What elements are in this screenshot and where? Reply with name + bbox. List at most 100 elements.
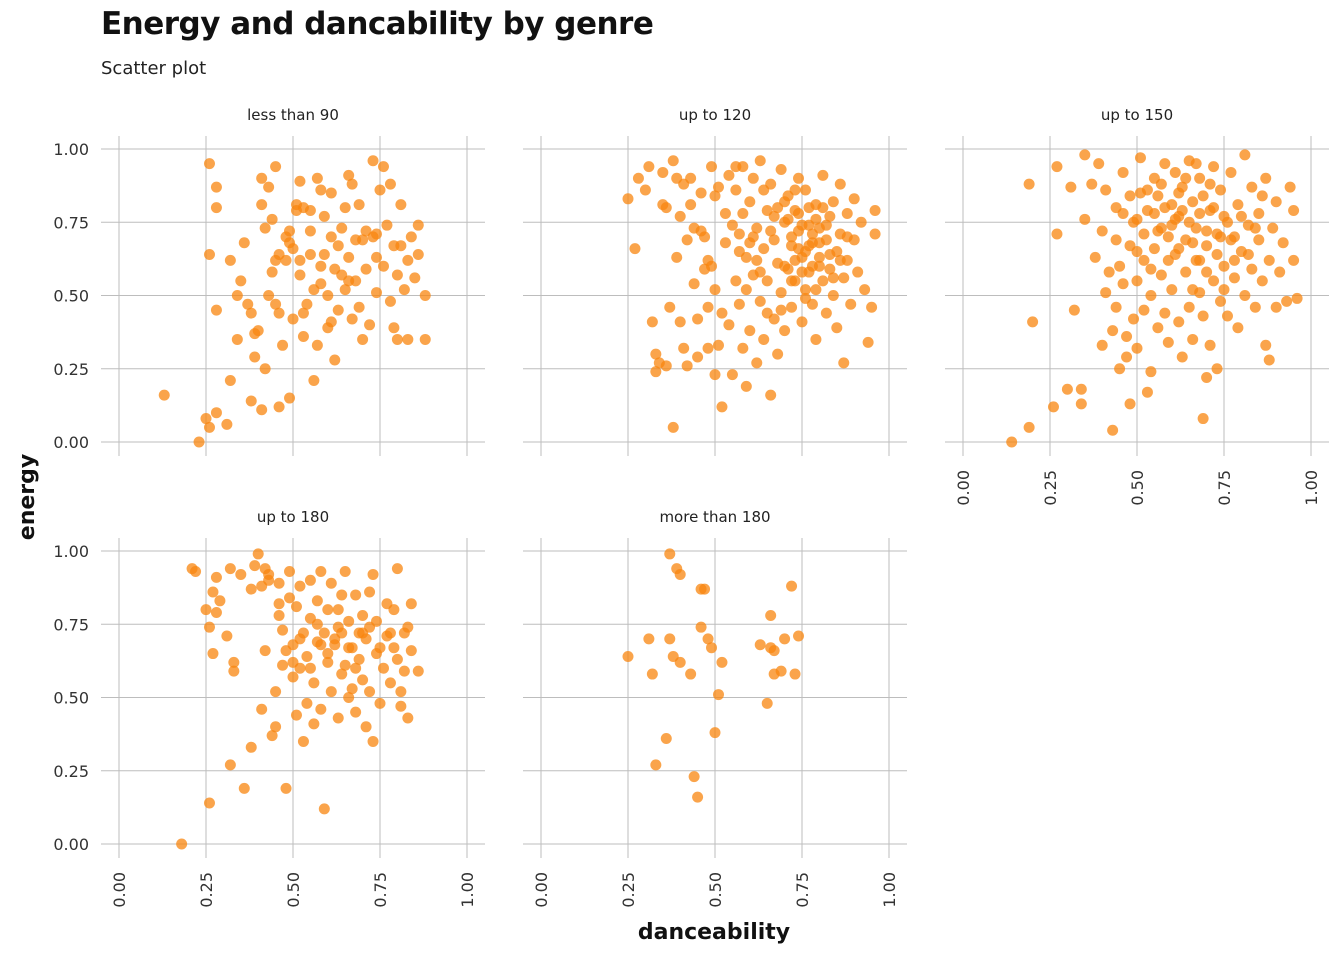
data-point [1228,254,1240,266]
data-point [210,202,222,214]
data-point [702,301,714,313]
data-point [339,659,351,671]
data-point [402,712,414,724]
data-point [772,348,784,360]
data-point [395,700,407,712]
y-tick-label: 0.50 [53,689,89,708]
data-point [799,292,811,304]
data-point [709,727,721,739]
data-point [325,577,337,589]
data-point [1027,316,1039,328]
data-point [1121,331,1133,343]
data-point [360,263,372,275]
data-point [688,222,700,234]
data-point [789,668,801,680]
data-point [1253,234,1265,246]
data-point [1096,225,1108,237]
data-point [231,333,243,345]
data-point [716,656,728,668]
data-point [1114,363,1126,375]
data-point [1232,199,1244,211]
data-point [388,322,400,334]
data-point [315,278,327,290]
data-point [294,254,306,266]
data-point [322,604,334,616]
data-point [751,222,763,234]
data-point [256,703,268,715]
data-point [388,642,400,654]
data-point [740,380,752,392]
data-point [419,333,431,345]
data-point [412,665,424,677]
data-point [287,313,299,325]
data-point [238,782,250,794]
data-point [1159,202,1171,214]
data-point [1155,178,1167,190]
data-point [353,653,365,665]
data-point [779,633,791,645]
data-point [200,413,212,425]
data-point [301,298,313,310]
data-point [730,275,742,287]
data-point [692,313,704,325]
data-point [622,650,634,662]
data-point [1079,213,1091,225]
data-point [210,181,222,193]
data-point [384,677,396,689]
data-point [210,304,222,316]
data-point [799,284,811,296]
data-point [367,735,379,747]
x-tick-label: 0.75 [371,872,390,908]
data-point [1124,398,1136,410]
data-point [671,251,683,263]
data-point [1079,149,1091,161]
data-point [224,254,236,266]
data-point [660,360,672,372]
data-point [1023,421,1035,433]
data-point [1208,161,1220,173]
data-point [1075,398,1087,410]
data-point [329,354,341,366]
data-point [827,196,839,208]
data-point [765,609,777,621]
data-point [256,199,268,211]
data-point [1197,310,1209,322]
data-point [841,231,853,243]
data-point [1253,207,1265,219]
data-point [733,298,745,310]
data-point [1089,251,1101,263]
data-point [751,254,763,266]
data-point [730,161,742,173]
data-point [357,609,369,621]
data-point [158,389,170,401]
facet-panel: up to 150 0.00 0.25 0.50 0.75 1.00 [945,106,1329,506]
data-point [1218,260,1230,272]
data-point [740,284,752,296]
data-point [765,389,777,401]
data-point [1162,254,1174,266]
data-point [650,366,662,378]
data-point [643,161,655,173]
data-point [235,275,247,287]
data-point [284,566,296,578]
data-point [841,207,853,219]
data-point [1138,228,1150,240]
data-point [744,325,756,337]
data-point [1249,301,1261,313]
data-point [405,598,417,610]
data-point [674,210,686,222]
data-point [1117,166,1129,178]
data-point [733,246,745,258]
data-point [1232,322,1244,334]
data-point [290,601,302,613]
data-point [775,287,787,299]
x-tick-label: 0.50 [284,872,303,908]
data-point [810,284,822,296]
data-point [667,421,679,433]
data-point [277,624,289,636]
data-point [1263,254,1275,266]
data-point [1239,149,1251,161]
data-point [1256,190,1268,202]
data-point [793,172,805,184]
data-point [761,307,773,319]
